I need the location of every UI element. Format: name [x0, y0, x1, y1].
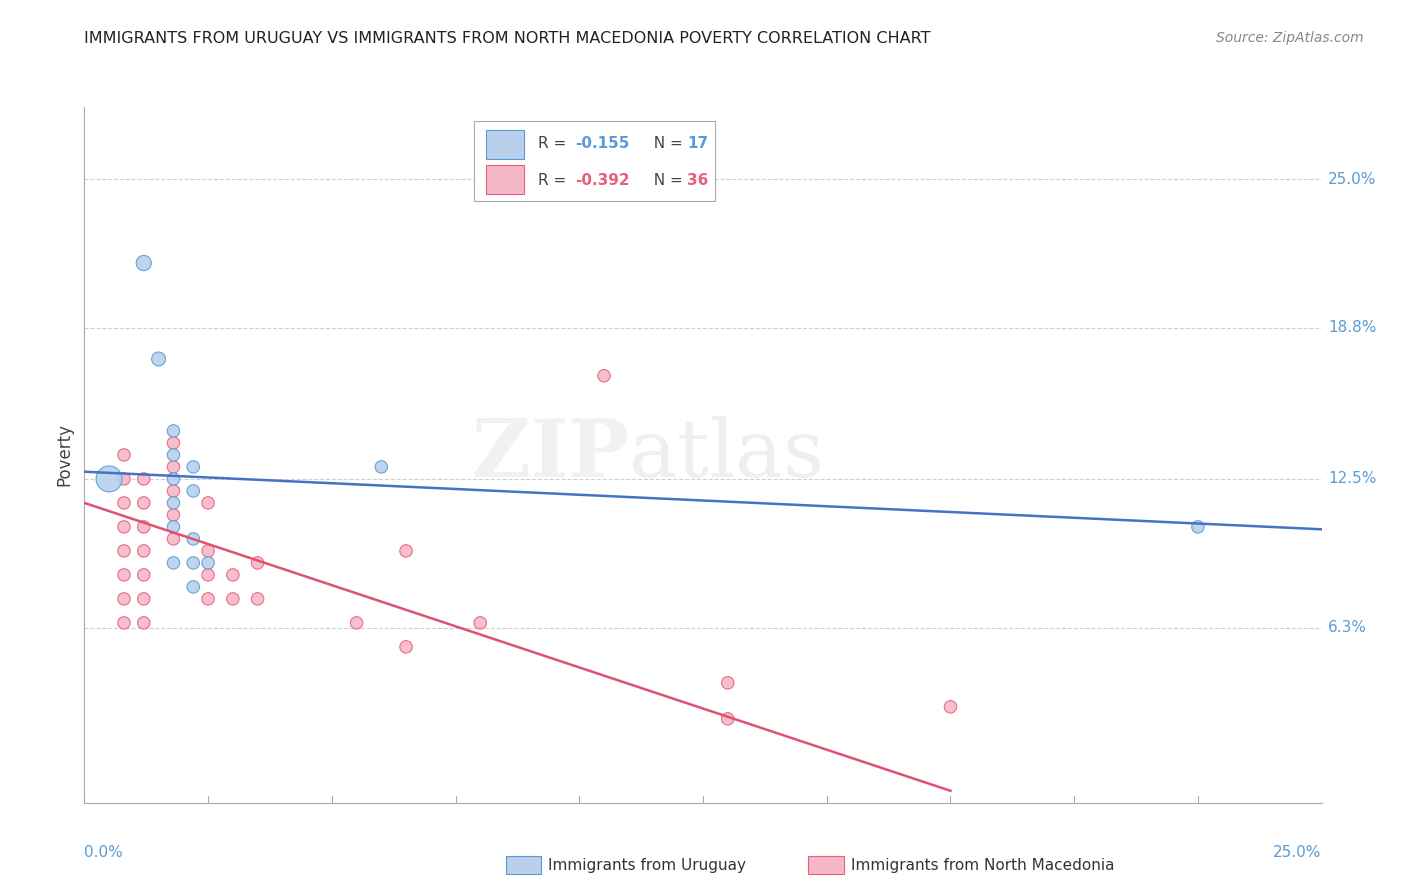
Point	[112, 567, 135, 582]
Point	[132, 567, 155, 582]
Point	[197, 544, 219, 558]
Text: -0.392: -0.392	[575, 172, 630, 187]
Point	[112, 544, 135, 558]
Point	[112, 520, 135, 534]
Text: N =: N =	[644, 136, 688, 152]
Point	[162, 459, 184, 474]
Point	[112, 615, 135, 630]
Text: 36: 36	[688, 172, 709, 187]
Point	[162, 496, 184, 510]
Text: 25.0%: 25.0%	[1327, 171, 1376, 186]
Point	[162, 483, 184, 498]
Point	[1187, 520, 1209, 534]
Point	[197, 567, 219, 582]
Point	[132, 520, 155, 534]
Point	[148, 351, 170, 366]
Point	[112, 591, 135, 606]
Point	[717, 712, 740, 726]
Point	[162, 436, 184, 450]
Y-axis label: Poverty: Poverty	[55, 424, 73, 486]
Point	[162, 532, 184, 546]
Point	[246, 591, 269, 606]
Point	[132, 544, 155, 558]
Point	[112, 496, 135, 510]
FancyBboxPatch shape	[474, 121, 716, 201]
Point	[98, 472, 121, 486]
Text: R =: R =	[538, 136, 572, 152]
Point	[197, 556, 219, 570]
Point	[939, 699, 962, 714]
Point	[112, 472, 135, 486]
Text: 18.8%: 18.8%	[1327, 320, 1376, 335]
Text: atlas: atlas	[628, 416, 824, 494]
Point	[162, 424, 184, 438]
Point	[395, 544, 418, 558]
FancyBboxPatch shape	[486, 130, 523, 159]
Point	[222, 567, 245, 582]
Point	[132, 615, 155, 630]
Point	[162, 556, 184, 570]
FancyBboxPatch shape	[486, 165, 523, 194]
Text: 0.0%: 0.0%	[84, 845, 124, 860]
Point	[197, 496, 219, 510]
Point	[246, 556, 269, 570]
Text: 17: 17	[688, 136, 709, 152]
Point	[162, 508, 184, 522]
Point	[181, 556, 204, 570]
Text: 12.5%: 12.5%	[1327, 471, 1376, 486]
Text: -0.155: -0.155	[575, 136, 630, 152]
Text: Immigrants from Uruguay: Immigrants from Uruguay	[548, 858, 747, 872]
Point	[132, 472, 155, 486]
Point	[222, 591, 245, 606]
Point	[181, 532, 204, 546]
Point	[162, 448, 184, 462]
Text: 6.3%: 6.3%	[1327, 620, 1367, 635]
Point	[593, 368, 616, 383]
Point	[470, 615, 492, 630]
Text: ZIP: ZIP	[472, 416, 628, 494]
Text: Immigrants from North Macedonia: Immigrants from North Macedonia	[851, 858, 1114, 872]
Text: 25.0%: 25.0%	[1274, 845, 1322, 860]
Text: Source: ZipAtlas.com: Source: ZipAtlas.com	[1216, 31, 1364, 45]
Point	[132, 591, 155, 606]
Text: R =: R =	[538, 172, 572, 187]
Point	[197, 591, 219, 606]
Point	[181, 483, 204, 498]
Point	[181, 459, 204, 474]
Point	[346, 615, 368, 630]
Point	[181, 580, 204, 594]
Point	[132, 496, 155, 510]
Point	[717, 676, 740, 690]
Point	[395, 640, 418, 654]
Point	[162, 520, 184, 534]
Text: IMMIGRANTS FROM URUGUAY VS IMMIGRANTS FROM NORTH MACEDONIA POVERTY CORRELATION C: IMMIGRANTS FROM URUGUAY VS IMMIGRANTS FR…	[84, 31, 931, 46]
Point	[370, 459, 392, 474]
Text: N =: N =	[644, 172, 688, 187]
Point	[112, 448, 135, 462]
Point	[132, 256, 155, 270]
Point	[162, 472, 184, 486]
